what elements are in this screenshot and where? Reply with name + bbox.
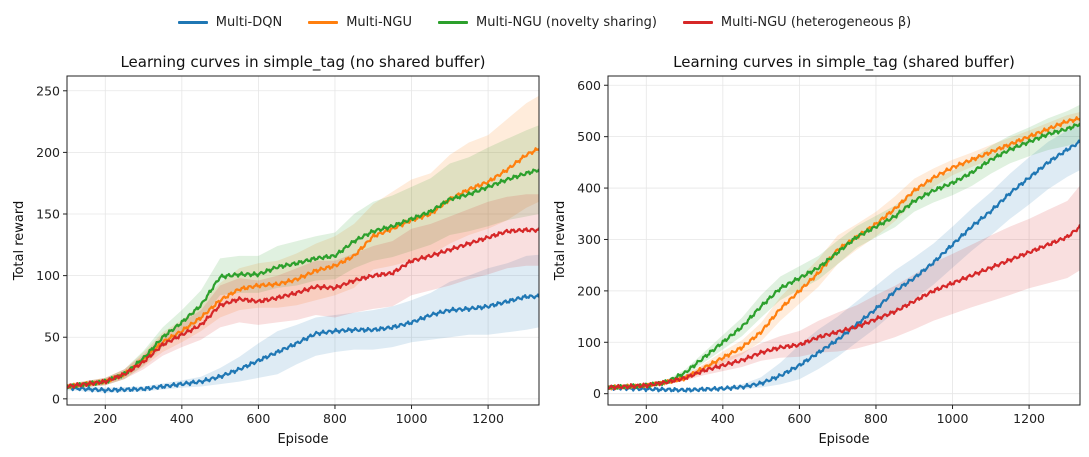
y-tick-label: 0 [52,391,60,406]
y-tick-label: 0 [593,386,601,401]
chart-title: Learning curves in simple_tag (shared bu… [673,53,1015,72]
legend-item-multi-dqn: Multi-DQN [177,14,283,30]
axes-frame [607,75,1081,406]
line-multi-dqn [67,293,539,394]
chart-title: Learning curves in simple_tag (no shared… [120,53,485,72]
plot-area [608,104,1080,393]
chart-no-shared-buffer: 200 400 600 800 1000 1200 0 50 100 150 200 250 Learn… [12,53,540,447]
line-multi-ngu-heterogeneous [67,227,539,389]
band-multi-ngu [67,95,539,389]
plot-area [67,95,539,394]
x-tick-label: 1000 [937,411,969,426]
x-tick-label: 1200 [1013,411,1045,426]
legend-label-multi-ngu: Multi-NGU [346,14,412,30]
line-multi-dqn [608,139,1080,393]
band-multi-ngu-heterogeneous [608,185,1080,389]
x-axis-label: Episode [277,432,328,447]
y-tick-label: 300 [577,232,601,247]
legend-label-heterogeneous-beta: Multi-NGU (heterogeneous β) [720,14,912,30]
legend: Multi-DQN Multi-NGU Multi-NGU (novelty s… [0,10,1089,34]
line-multi-ngu-heterogeneous [608,224,1080,391]
band-multi-ngu [608,112,1080,389]
y-tick-label: 150 [36,207,60,222]
y-tick-label: 100 [36,268,60,283]
legend-swatch-multi-dqn [177,20,208,24]
x-tick-label: 800 [323,411,347,426]
legend-item-novelty-sharing: Multi-NGU (novelty sharing) [438,15,657,30]
y-tick-label: 250 [36,83,60,98]
chart-shared-buffer: 200 400 600 800 1000 1200 0 100 200 300 400 500 600 L… [553,53,1081,447]
y-tick-label: 200 [36,145,60,160]
line-multi-ngu [608,116,1080,391]
line-multi-ngu-novelty-sharing [608,122,1080,390]
x-tick-label: 1000 [396,411,428,426]
y-axis-label: Total reward [553,201,568,282]
x-tick-label: 200 [634,411,658,426]
legend-swatch-novelty-sharing [438,20,468,24]
band-multi-dqn [67,254,539,393]
x-axis-label: Episode [818,432,869,447]
legend-label-novelty-sharing: Multi-NGU (novelty sharing) [476,14,657,30]
legend-item-multi-ngu: Multi-NGU [308,15,412,30]
x-tick-label: 600 [787,411,811,426]
x-tick-label: 400 [170,411,194,426]
y-tick-label: 200 [577,283,601,298]
y-tick-label: 600 [577,78,601,93]
axes-frame [66,75,540,406]
y-tick-label: 400 [577,181,601,196]
y-axis-label: Total reward [12,201,27,282]
legend-label-multi-dqn: Multi-DQN [215,14,283,30]
legend-swatch-heterogeneous-beta [682,20,713,24]
band-multi-ngu-novelty-sharing [67,125,539,390]
y-tick-label: 100 [577,335,601,350]
x-tick-label: 600 [246,411,270,426]
legend-item-heterogeneous-beta: Multi-NGU (heterogeneous β) [682,14,912,30]
x-tick-label: 800 [864,411,888,426]
legend-swatch-multi-ngu [308,20,339,24]
x-tick-label: 200 [93,411,117,426]
x-tick-label: 1200 [472,411,504,426]
band-multi-dqn [608,123,1080,392]
line-multi-ngu-novelty-sharing [67,168,539,389]
x-tick-label: 400 [711,411,735,426]
y-tick-label: 500 [577,129,601,144]
y-tick-label: 50 [44,330,60,345]
